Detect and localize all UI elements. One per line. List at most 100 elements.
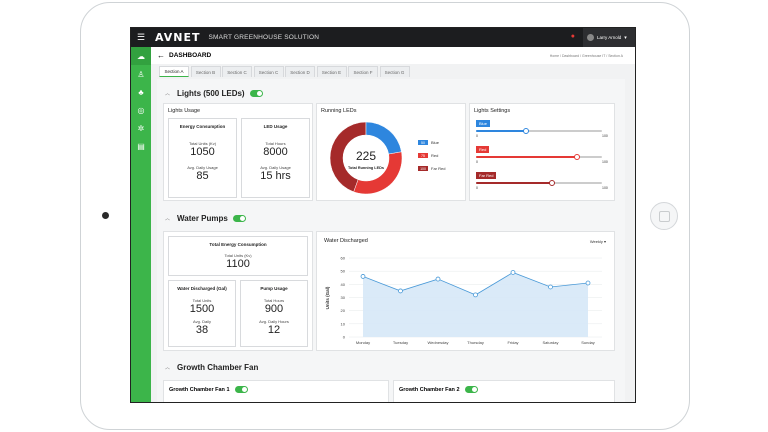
period-value: Weekly <box>589 239 603 244</box>
tab-section-c2[interactable]: Section C <box>253 66 284 77</box>
fan2-toggle[interactable] <box>464 386 478 393</box>
fan1-toggle[interactable] <box>234 386 248 393</box>
slider-far-red-max: 100 <box>602 186 608 190</box>
fan-section-header: ︿ Growth Chamber Fan <box>165 363 258 372</box>
slider-red-knob[interactable] <box>573 154 580 160</box>
top-bar: ☰ AVNET SMART GREENHOUSE SOLUTION ● Larr… <box>131 28 635 47</box>
main-content: ← DASHBOARD Home / Dashboard / Greenhous… <box>151 47 635 402</box>
tab-section-f[interactable]: Section F <box>348 66 378 77</box>
back-arrow-icon[interactable]: ← <box>157 51 165 60</box>
data-point-friday[interactable] <box>510 270 516 275</box>
water-discharged-card: Water Discharged (Gal) Total Units 1500 … <box>168 280 236 347</box>
data-point-monday[interactable] <box>360 274 366 279</box>
x-tick-label: Wednesday <box>427 340 448 345</box>
home-button[interactable] <box>650 202 678 230</box>
notification-bell-icon[interactable]: ● <box>570 33 575 40</box>
legend-red-label: Red <box>431 153 439 158</box>
lights-settings-panel: Lights Settings Blue 0 100 Red 0 100 Far Red 0 1… <box>469 103 615 201</box>
fan1-panel: Growth Chamber Fan 1 <box>163 380 389 402</box>
tab-section-a[interactable]: Section A <box>159 66 189 77</box>
y-tick-label: 0 <box>343 335 346 340</box>
slider-red-label: Red <box>476 146 490 153</box>
hamburger-menu-icon[interactable]: ☰ <box>137 32 146 42</box>
reports-icon[interactable]: ▤ <box>137 141 145 151</box>
pumps-toggle[interactable] <box>232 215 246 222</box>
y-tick-label: 20 <box>341 308 346 313</box>
lights-usage-panel: Lights Usage Energy Consumption Total Un… <box>163 103 313 201</box>
y-tick-label: 10 <box>341 321 346 326</box>
period-dropdown[interactable]: Weekly ▾ <box>590 239 606 244</box>
slider-blue-max: 100 <box>602 134 608 138</box>
pump-hours-label: Total Hours <box>263 298 285 303</box>
water-daily-label: Avg. Daily <box>193 319 211 324</box>
slider-red-max: 100 <box>602 160 608 164</box>
y-axis-label: Units (Gal) <box>325 286 330 309</box>
slider-far-red-fill <box>476 182 552 184</box>
x-tick-label: Tuesday <box>393 340 408 345</box>
lights-title: Lights (500 LEDs) <box>177 89 245 98</box>
legend-far-red-badge: 100 <box>418 166 428 171</box>
slider-red-fill <box>476 156 577 158</box>
data-point-sunday[interactable] <box>585 280 591 286</box>
pumps-section-header: ︿ Water Pumps <box>165 214 246 223</box>
fan-title: Growth Chamber Fan <box>177 363 259 372</box>
slider-far-red-min: 0 <box>476 186 478 190</box>
donut-segment-red <box>353 151 403 195</box>
page-title: DASHBOARD <box>169 52 212 59</box>
tab-section-d[interactable]: Section D <box>285 66 315 77</box>
running-leds-panel: Running LEDs 225 Total Running LEDs 50 B… <box>316 103 466 201</box>
donut-total: 225 <box>356 149 376 163</box>
tab-section-c[interactable]: Section C <box>222 66 252 77</box>
slider-far-red-knob[interactable] <box>548 180 555 186</box>
lights-usage-title: Lights Usage <box>168 108 201 114</box>
fan2-title: Growth Chamber Fan 2 <box>399 386 460 393</box>
dashboard-icon[interactable]: ☁ <box>131 47 151 65</box>
chevron-up-icon[interactable]: ︿ <box>165 216 171 222</box>
water-total-label: Total Units <box>192 298 212 303</box>
energy-units-value: 1050 <box>190 146 215 158</box>
legend-blue-badge: 50 <box>418 140 428 145</box>
x-tick-label: Sunday <box>581 340 595 345</box>
chevron-up-icon[interactable]: ︿ <box>165 365 171 371</box>
users-icon[interactable]: ♙ <box>137 69 145 79</box>
total-energy-title: Total Energy Consumption <box>209 242 267 247</box>
user-menu[interactable]: Larry Arnold ▾ <box>583 28 635 47</box>
led-hours-label: Total Hours <box>265 141 286 146</box>
slider-blue-label: Blue <box>476 120 491 127</box>
globe-icon[interactable]: ◎ <box>137 105 145 115</box>
water-total-value: 1500 <box>189 303 215 315</box>
tab-section-b[interactable]: Section B <box>190 66 221 77</box>
chevron-down-icon: ▾ <box>624 34 627 41</box>
chevron-down-icon: ▾ <box>603 239 606 244</box>
plant-icon[interactable]: ♣ <box>138 87 144 97</box>
slider-blue-knob[interactable] <box>523 128 530 134</box>
data-point-wednesday[interactable] <box>435 276 441 282</box>
data-point-thursday[interactable] <box>473 292 478 298</box>
fan1-header: Growth Chamber Fan 1 <box>169 386 248 393</box>
chevron-up-icon[interactable]: ︿ <box>165 91 171 97</box>
slider-red-min: 0 <box>476 160 478 164</box>
data-point-saturday[interactable] <box>548 284 553 290</box>
slider-blue-track[interactable] <box>476 130 602 132</box>
legend-red: 75 Red <box>418 153 438 158</box>
breadcrumb[interactable]: Home / Dashboard / Greenhouse IT / Secti… <box>549 54 623 58</box>
data-point-tuesday[interactable] <box>398 288 403 294</box>
slider-blue-min: 0 <box>476 134 478 138</box>
y-tick-label: 40 <box>341 282 346 287</box>
pump-stats-panel: Total Energy Consumption Total Units (Kv… <box>163 231 313 351</box>
tab-section-e[interactable]: Section E <box>316 66 347 77</box>
running-leds-title: Running LEDs <box>321 108 357 114</box>
lights-settings-title: Lights Settings <box>474 108 511 114</box>
camera <box>102 212 109 219</box>
water-daily-value: 38 <box>195 324 209 336</box>
x-tick-label: Thursday <box>467 340 484 345</box>
tab-section-g[interactable]: Section G <box>379 66 410 77</box>
settings-icon[interactable]: ✲ <box>137 123 145 133</box>
lights-toggle[interactable] <box>249 90 263 97</box>
app-screen: ☰ AVNET SMART GREENHOUSE SOLUTION ● Larr… <box>130 27 636 403</box>
brand-logo: AVNET <box>155 31 201 44</box>
section-tabs: Section A Section B Section C Section C … <box>151 66 635 79</box>
legend-blue: 50 Blue <box>418 140 439 145</box>
water-discharged-chart: 0 10 20 30 40 50 60 Units (Gal) Monday Tuesday Wed… <box>325 256 602 345</box>
pump-hours-value: 900 <box>264 303 284 315</box>
